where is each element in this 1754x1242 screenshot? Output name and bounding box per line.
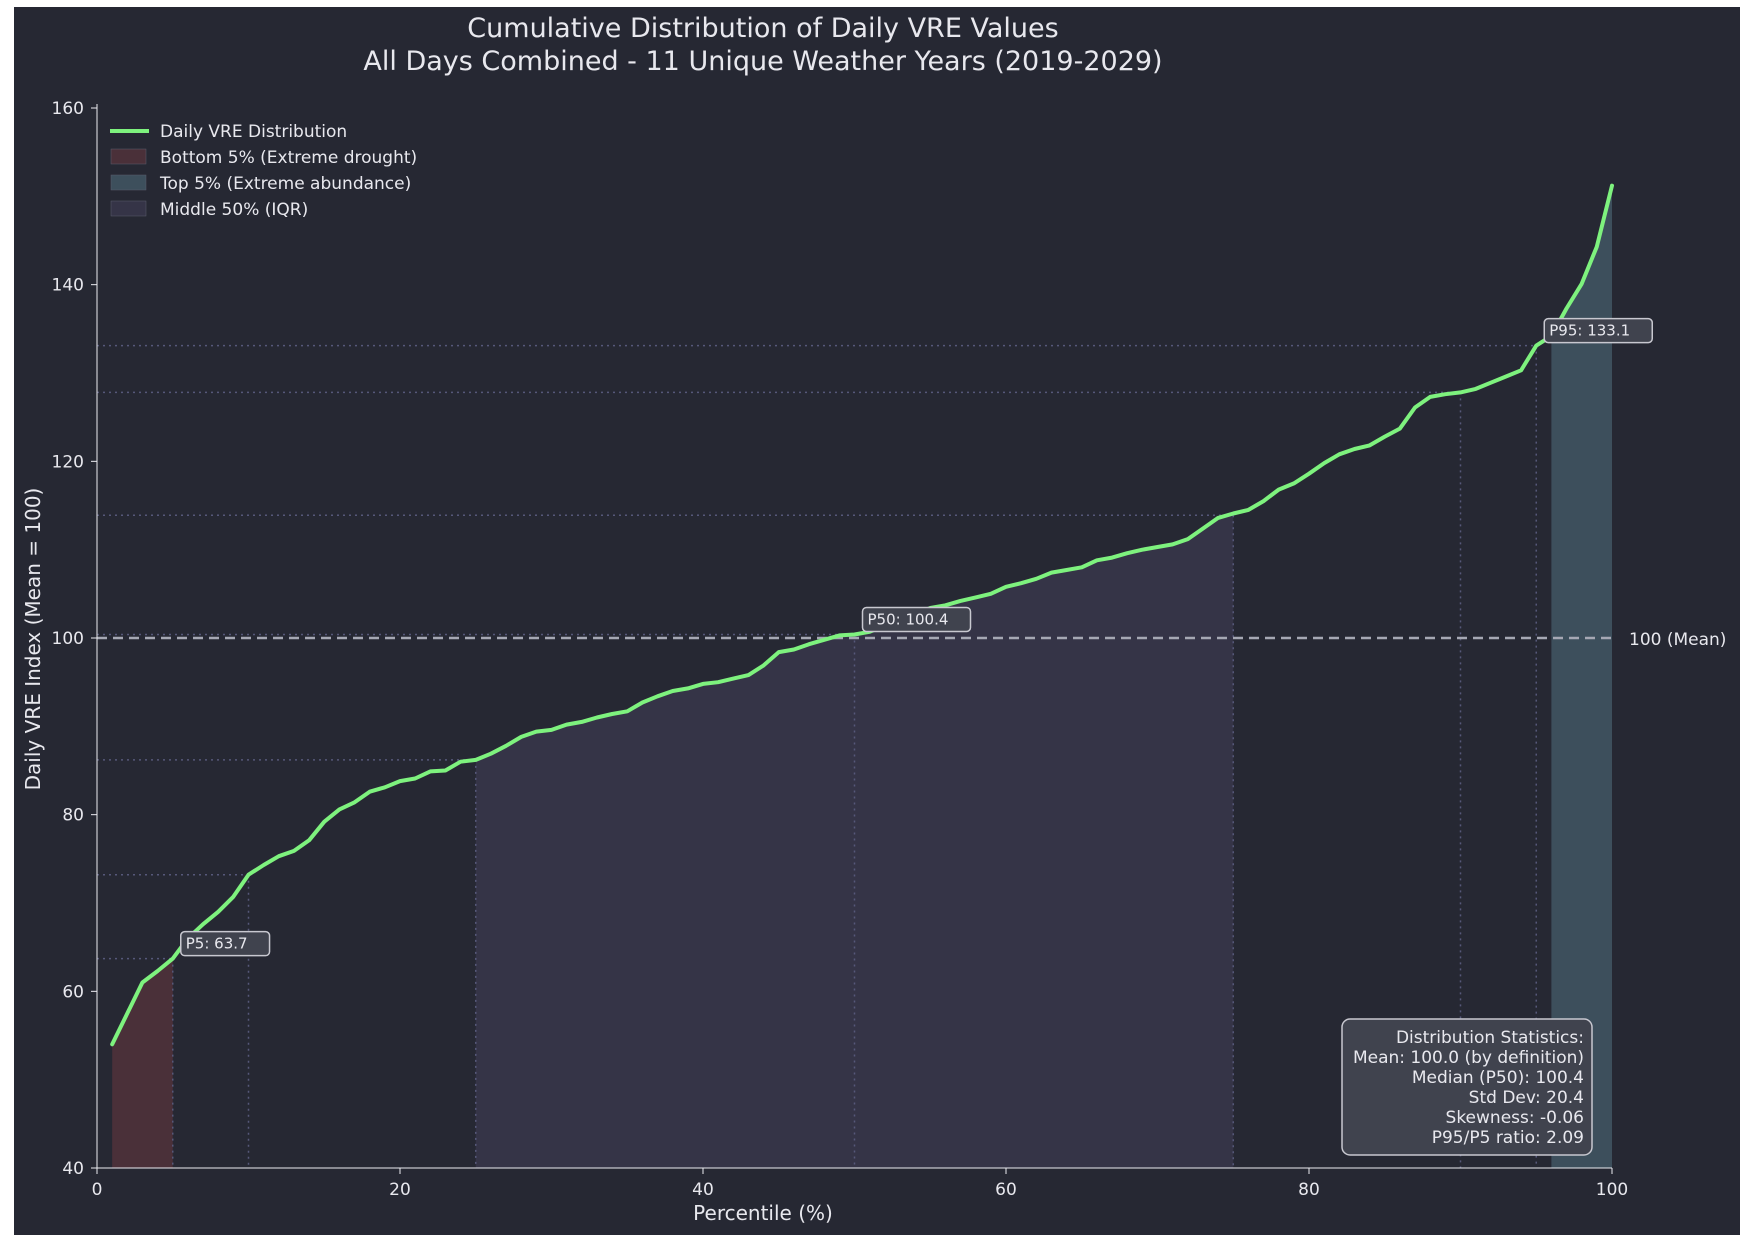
x-tick-label: 80 xyxy=(1298,1180,1320,1200)
annotation-label: P50: 100.4 xyxy=(861,606,972,633)
legend-swatch-patch xyxy=(110,174,147,191)
shaded-region-0 xyxy=(112,958,173,1168)
legend-swatch-patch xyxy=(110,148,147,165)
chart-canvas: Cumulative Distribution of Daily VRE Val… xyxy=(14,7,1740,1235)
stats-line: Median (P50): 100.4 xyxy=(1412,1068,1584,1088)
y-tick-label: 140 xyxy=(52,276,84,296)
shaded-region-1 xyxy=(475,513,1234,1168)
annotation-text: P95: 133.1 xyxy=(1549,322,1630,340)
annotation-label: P95: 133.1 xyxy=(1543,317,1653,344)
legend-swatch-patch xyxy=(110,200,147,217)
x-axis-label: Percentile (%) xyxy=(693,1201,833,1225)
y-tick-label: 40 xyxy=(62,1159,84,1179)
stats-line: Distribution Statistics: xyxy=(1396,1028,1584,1048)
annotation-text: P5: 63.7 xyxy=(186,935,248,953)
y-tick-label: 100 xyxy=(52,629,84,649)
stats-line: Skewness: -0.06 xyxy=(1446,1108,1584,1128)
shaded-region-2 xyxy=(1551,185,1612,1168)
stats-line: Mean: 100.0 (by definition) xyxy=(1353,1048,1584,1068)
chart-title: Cumulative Distribution of Daily VRE Val… xyxy=(467,13,1058,44)
legend-label: Top 5% (Extreme abundance) xyxy=(159,174,411,194)
annotation-label: P5: 63.7 xyxy=(180,930,271,957)
stats-line: P95/P5 ratio: 2.09 xyxy=(1432,1128,1584,1148)
x-tick-label: 20 xyxy=(389,1180,411,1200)
chart-subtitle: All Days Combined - 11 Unique Weather Ye… xyxy=(363,46,1162,77)
stats-box: Distribution Statistics:Mean: 100.0 (by … xyxy=(1341,1018,1593,1156)
annotation-box xyxy=(1543,317,1653,344)
x-tick-label: 0 xyxy=(92,1180,103,1200)
plot-area: 100 (Mean) 0 20 40 60 80 100 40 60 80 100 120 140 160… xyxy=(52,99,1727,1200)
y-axis-label: Daily VRE Index (Mean = 100) xyxy=(21,488,45,791)
chart-figure: Cumulative Distribution of Daily VRE Val… xyxy=(14,7,1740,1235)
x-tick-label: 40 xyxy=(692,1180,714,1200)
legend-label: Daily VRE Distribution xyxy=(160,122,347,142)
annotation-box xyxy=(861,606,972,633)
stats-line: Std Dev: 20.4 xyxy=(1469,1088,1584,1108)
legend-label: Bottom 5% (Extreme drought) xyxy=(160,148,417,168)
y-tick-label: 120 xyxy=(52,452,84,472)
y-tick-label: 160 xyxy=(52,99,84,119)
mean-reference-label: 100 (Mean) xyxy=(1629,630,1726,650)
annotation-box xyxy=(180,930,271,957)
legend-label: Middle 50% (IQR) xyxy=(160,200,308,220)
x-tick-label: 60 xyxy=(995,1180,1017,1200)
legend: Daily VRE Distribution Bottom 5% (Extreme… xyxy=(110,122,417,220)
annotation-text: P50: 100.4 xyxy=(868,610,949,628)
stats-box-frame xyxy=(1341,1018,1593,1156)
series-line-daily-vre xyxy=(110,183,1614,1047)
x-tick-label: 100 xyxy=(1596,1180,1628,1200)
y-tick-label: 80 xyxy=(62,806,84,826)
y-tick-label: 60 xyxy=(62,982,84,1002)
